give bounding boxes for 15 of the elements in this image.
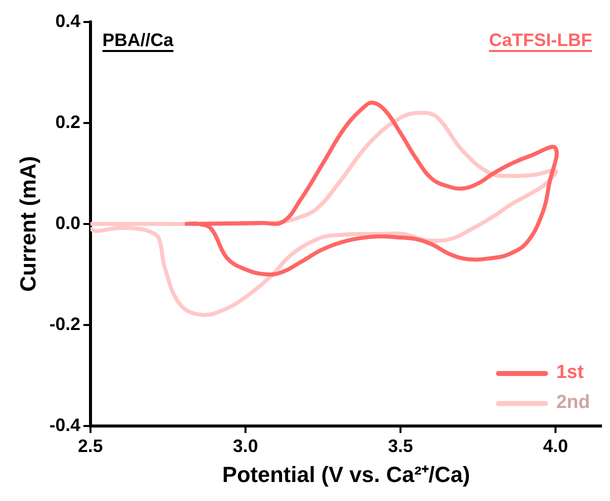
y-axis-title: Current (mA): [15, 156, 40, 292]
annotation: PBA//Ca: [102, 30, 174, 51]
y-tick-label: 0.2: [55, 112, 80, 132]
x-tick-label: 3.0: [232, 436, 258, 456]
x-tick-label: 4.0: [542, 436, 568, 456]
y-tick-label: -0.2: [49, 314, 80, 334]
x-tick-label: 2.5: [78, 436, 103, 456]
annotation: CaTFSI-LBF: [489, 30, 592, 51]
y-tick-label: 0.4: [55, 10, 80, 31]
y-tick-label: -0.4: [49, 414, 80, 435]
x-tick-label: 3.5: [388, 436, 413, 456]
legend-label: 1st: [556, 362, 584, 384]
legend-label: 2nd: [556, 392, 590, 414]
y-tick-label: 0.0: [55, 212, 80, 233]
x-axis-title: Potential (V vs. Ca²⁺/Ca): [222, 462, 470, 487]
